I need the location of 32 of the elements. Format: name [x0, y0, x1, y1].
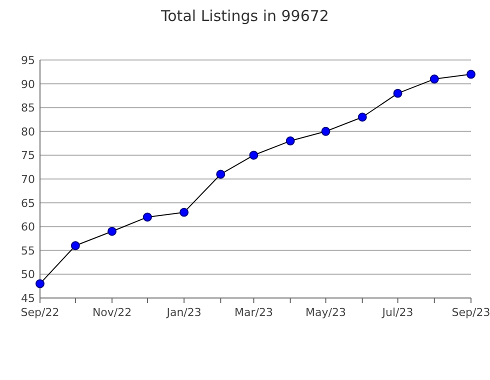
x-tick-label: Jul/23: [381, 306, 414, 319]
x-tick-label: Nov/22: [92, 306, 132, 319]
x-tick-label: May/23: [306, 306, 346, 319]
y-tick-label: 80: [21, 125, 35, 138]
x-tick-label: Sep/22: [20, 306, 60, 319]
y-tick-label: 60: [21, 220, 35, 234]
point: [393, 88, 402, 98]
point: [36, 279, 44, 288]
y-tick-label: 95: [21, 54, 35, 67]
y-tick-label: 65: [21, 196, 35, 210]
point: [180, 208, 189, 217]
point: [321, 126, 330, 136]
x-tick-label: Jan/23: [166, 306, 202, 319]
chart-title: Total Listings in 99672: [160, 7, 329, 25]
point: [70, 241, 80, 250]
x-tick-label: Sep/23: [452, 306, 490, 319]
y-tick-label: 90: [21, 78, 35, 91]
point: [286, 136, 295, 146]
point: [108, 226, 117, 236]
point: [430, 74, 439, 84]
y-tick-label: 50: [21, 268, 35, 282]
y-tick-label: 45: [21, 292, 35, 305]
point: [466, 70, 476, 79]
x-tick-label: Mar/23: [234, 306, 273, 319]
point: [216, 170, 226, 179]
point: [249, 150, 258, 160]
y-tick-label: 75: [21, 149, 35, 162]
point: [358, 112, 367, 122]
y-tick-label: 85: [21, 102, 35, 115]
y-tick-label: 70: [21, 173, 35, 186]
y-tick-label: 55: [21, 244, 35, 258]
point: [142, 212, 152, 222]
